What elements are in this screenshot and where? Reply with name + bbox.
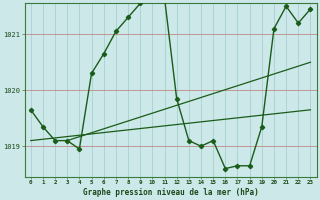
X-axis label: Graphe pression niveau de la mer (hPa): Graphe pression niveau de la mer (hPa) <box>83 188 259 197</box>
